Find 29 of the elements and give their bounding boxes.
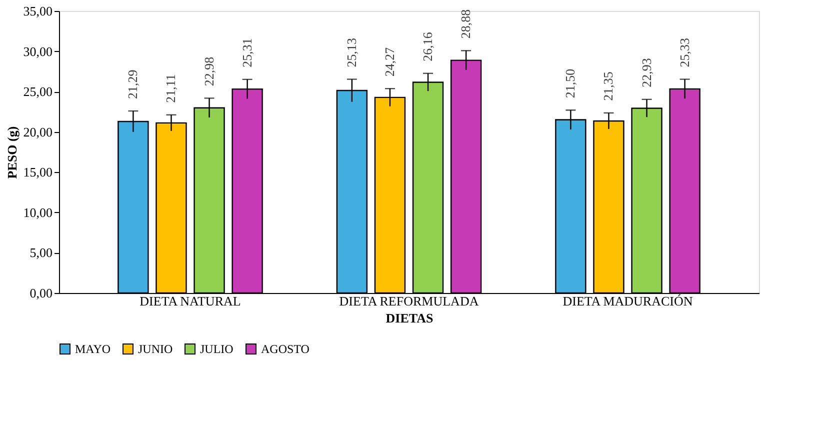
y-tick-label: 0,00 (30, 286, 52, 300)
data-label: 21,11 (163, 74, 178, 103)
data-label: 25,33 (676, 38, 692, 68)
x-tick-label: DIETA NATURAL (140, 294, 241, 308)
data-label: 26,16 (420, 32, 436, 62)
y-tick-label: 35,00 (23, 4, 52, 18)
data-label: 22,98 (201, 56, 216, 86)
data-label: 21,50 (562, 68, 578, 98)
y-tick-label: 25,00 (23, 84, 52, 100)
y-axis-title: PESO (g) (4, 126, 20, 179)
y-tick-label: 5,00 (30, 245, 52, 260)
data-label: 21,35 (600, 72, 616, 101)
y-tick-label: 15,00 (23, 164, 52, 180)
legend-label: AGOSTO (261, 342, 310, 356)
x-tick-label: DIETA MADURACIÓN (562, 294, 694, 308)
data-label: 25,31 (239, 38, 254, 68)
legend-label: JULIO (200, 342, 234, 356)
y-tick-label: 30,00 (23, 44, 52, 59)
data-label: 22,93 (638, 58, 654, 88)
data-label: 21,29 (125, 70, 140, 99)
data-label: 24,27 (382, 46, 397, 77)
data-label: 28,88 (458, 9, 474, 39)
legend-label: MAYO (75, 342, 111, 356)
y-tick-label: 20,00 (23, 124, 52, 140)
legend-label: JUNIO (138, 342, 173, 356)
y-tick-label: 10,00 (23, 204, 52, 220)
data-label: 25,13 (344, 38, 359, 68)
x-axis-title: DIETAS (386, 310, 434, 326)
x-tick-label: DIETA REFORMULADA (339, 294, 480, 308)
